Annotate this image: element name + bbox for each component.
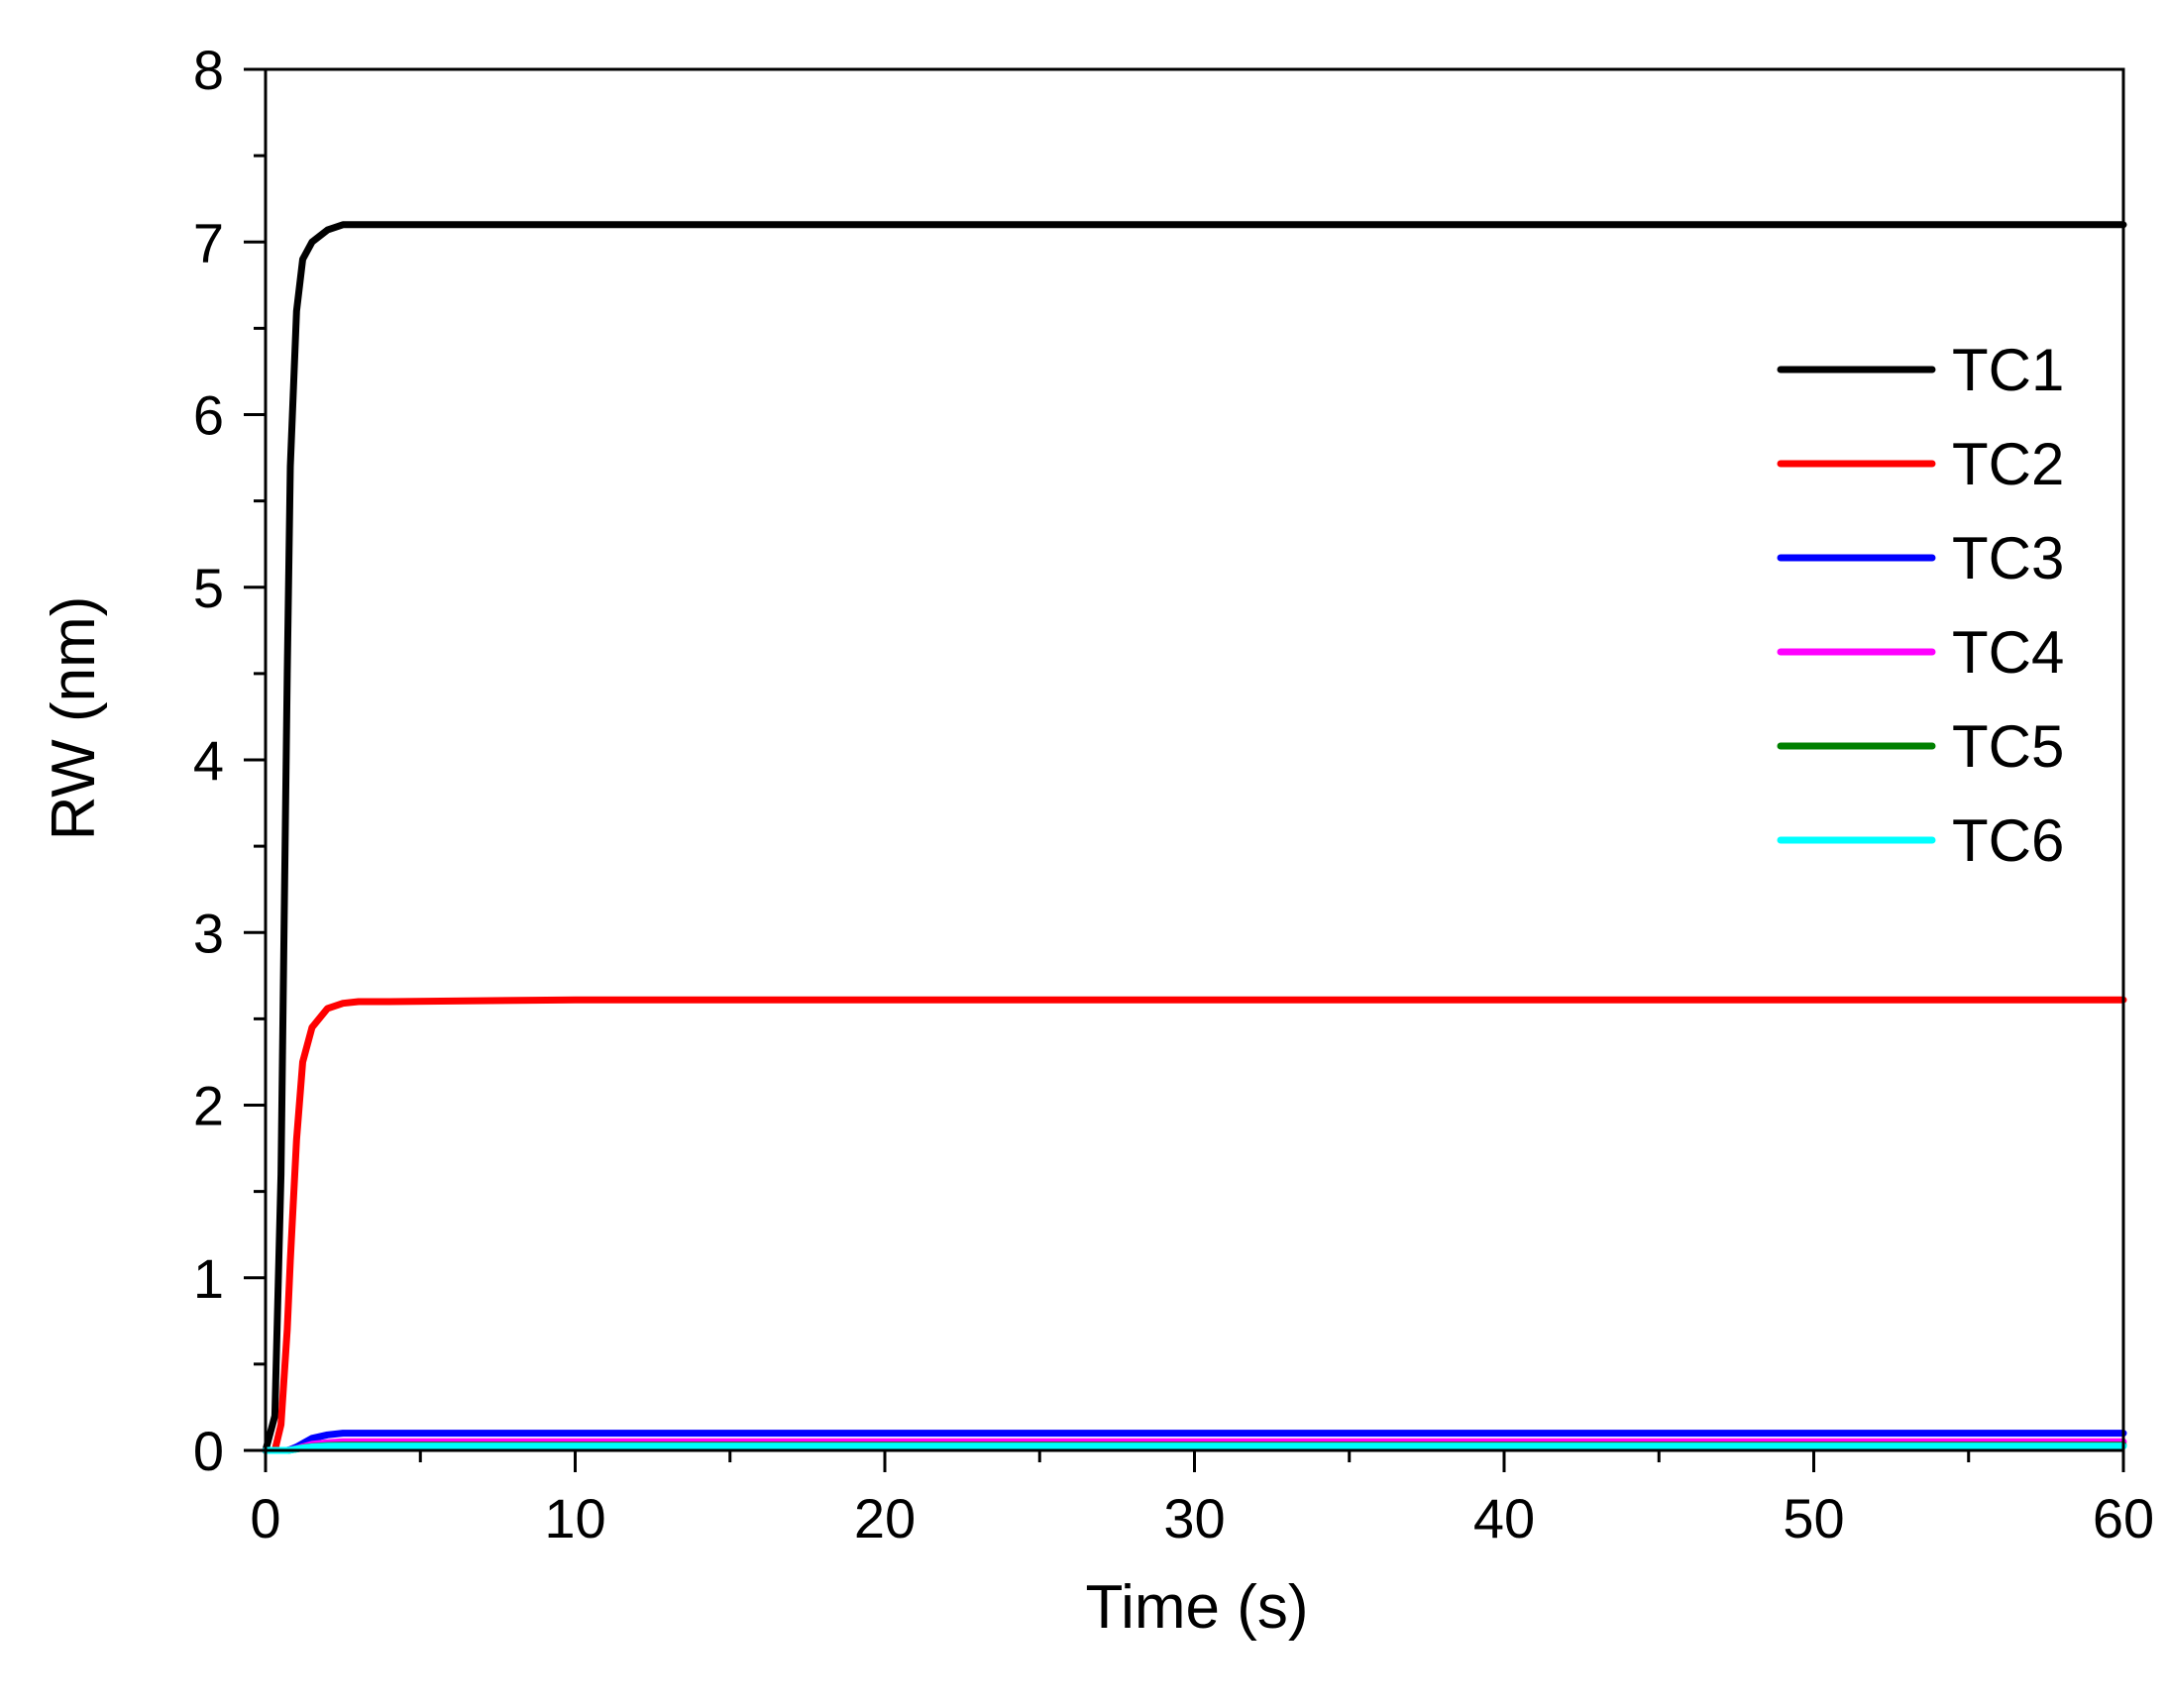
y-tick-label: 8 [193,39,224,101]
y-tick-label: 0 [193,1420,224,1482]
x-tick-label: 50 [1783,1487,1844,1549]
legend-label-tc1: TC1 [1952,337,2064,403]
x-tick-label: 40 [1473,1487,1535,1549]
y-tick-label: 3 [193,902,224,964]
y-tick-label: 2 [193,1075,224,1137]
y-tick-label: 6 [193,384,224,447]
y-tick-label: 4 [193,729,224,792]
plot-frame [264,67,2125,1452]
legend-label-tc3: TC3 [1952,525,2064,591]
y-tick-label: 1 [193,1247,224,1310]
legend: TC1 TC2 TC3 TC4 TC5 TC6 [1777,337,2064,874]
legend-label-tc5: TC5 [1952,713,2064,780]
x-tick-label: 0 [250,1487,280,1549]
x-tick-label: 60 [2093,1487,2154,1549]
legend-label-tc6: TC6 [1952,807,2064,874]
legend-label-tc4: TC4 [1952,619,2064,686]
y-tick-label: 7 [193,211,224,273]
axes-layer: 0 10 20 30 40 50 60 0 1 2 3 4 5 6 7 8 [193,39,2154,1549]
y-tick-label: 5 [193,557,224,619]
x-tick-label: 20 [854,1487,916,1549]
series-line-tc1 [262,221,2127,1454]
x-axis-title: Time (s) [1086,1573,1309,1642]
x-tick-label: 10 [544,1487,605,1549]
x-tick-label: 30 [1163,1487,1225,1549]
y-axis-title: RW (nm) [40,596,108,841]
legend-label-tc2: TC2 [1952,431,2064,497]
series-line-tc2 [262,996,2127,1454]
